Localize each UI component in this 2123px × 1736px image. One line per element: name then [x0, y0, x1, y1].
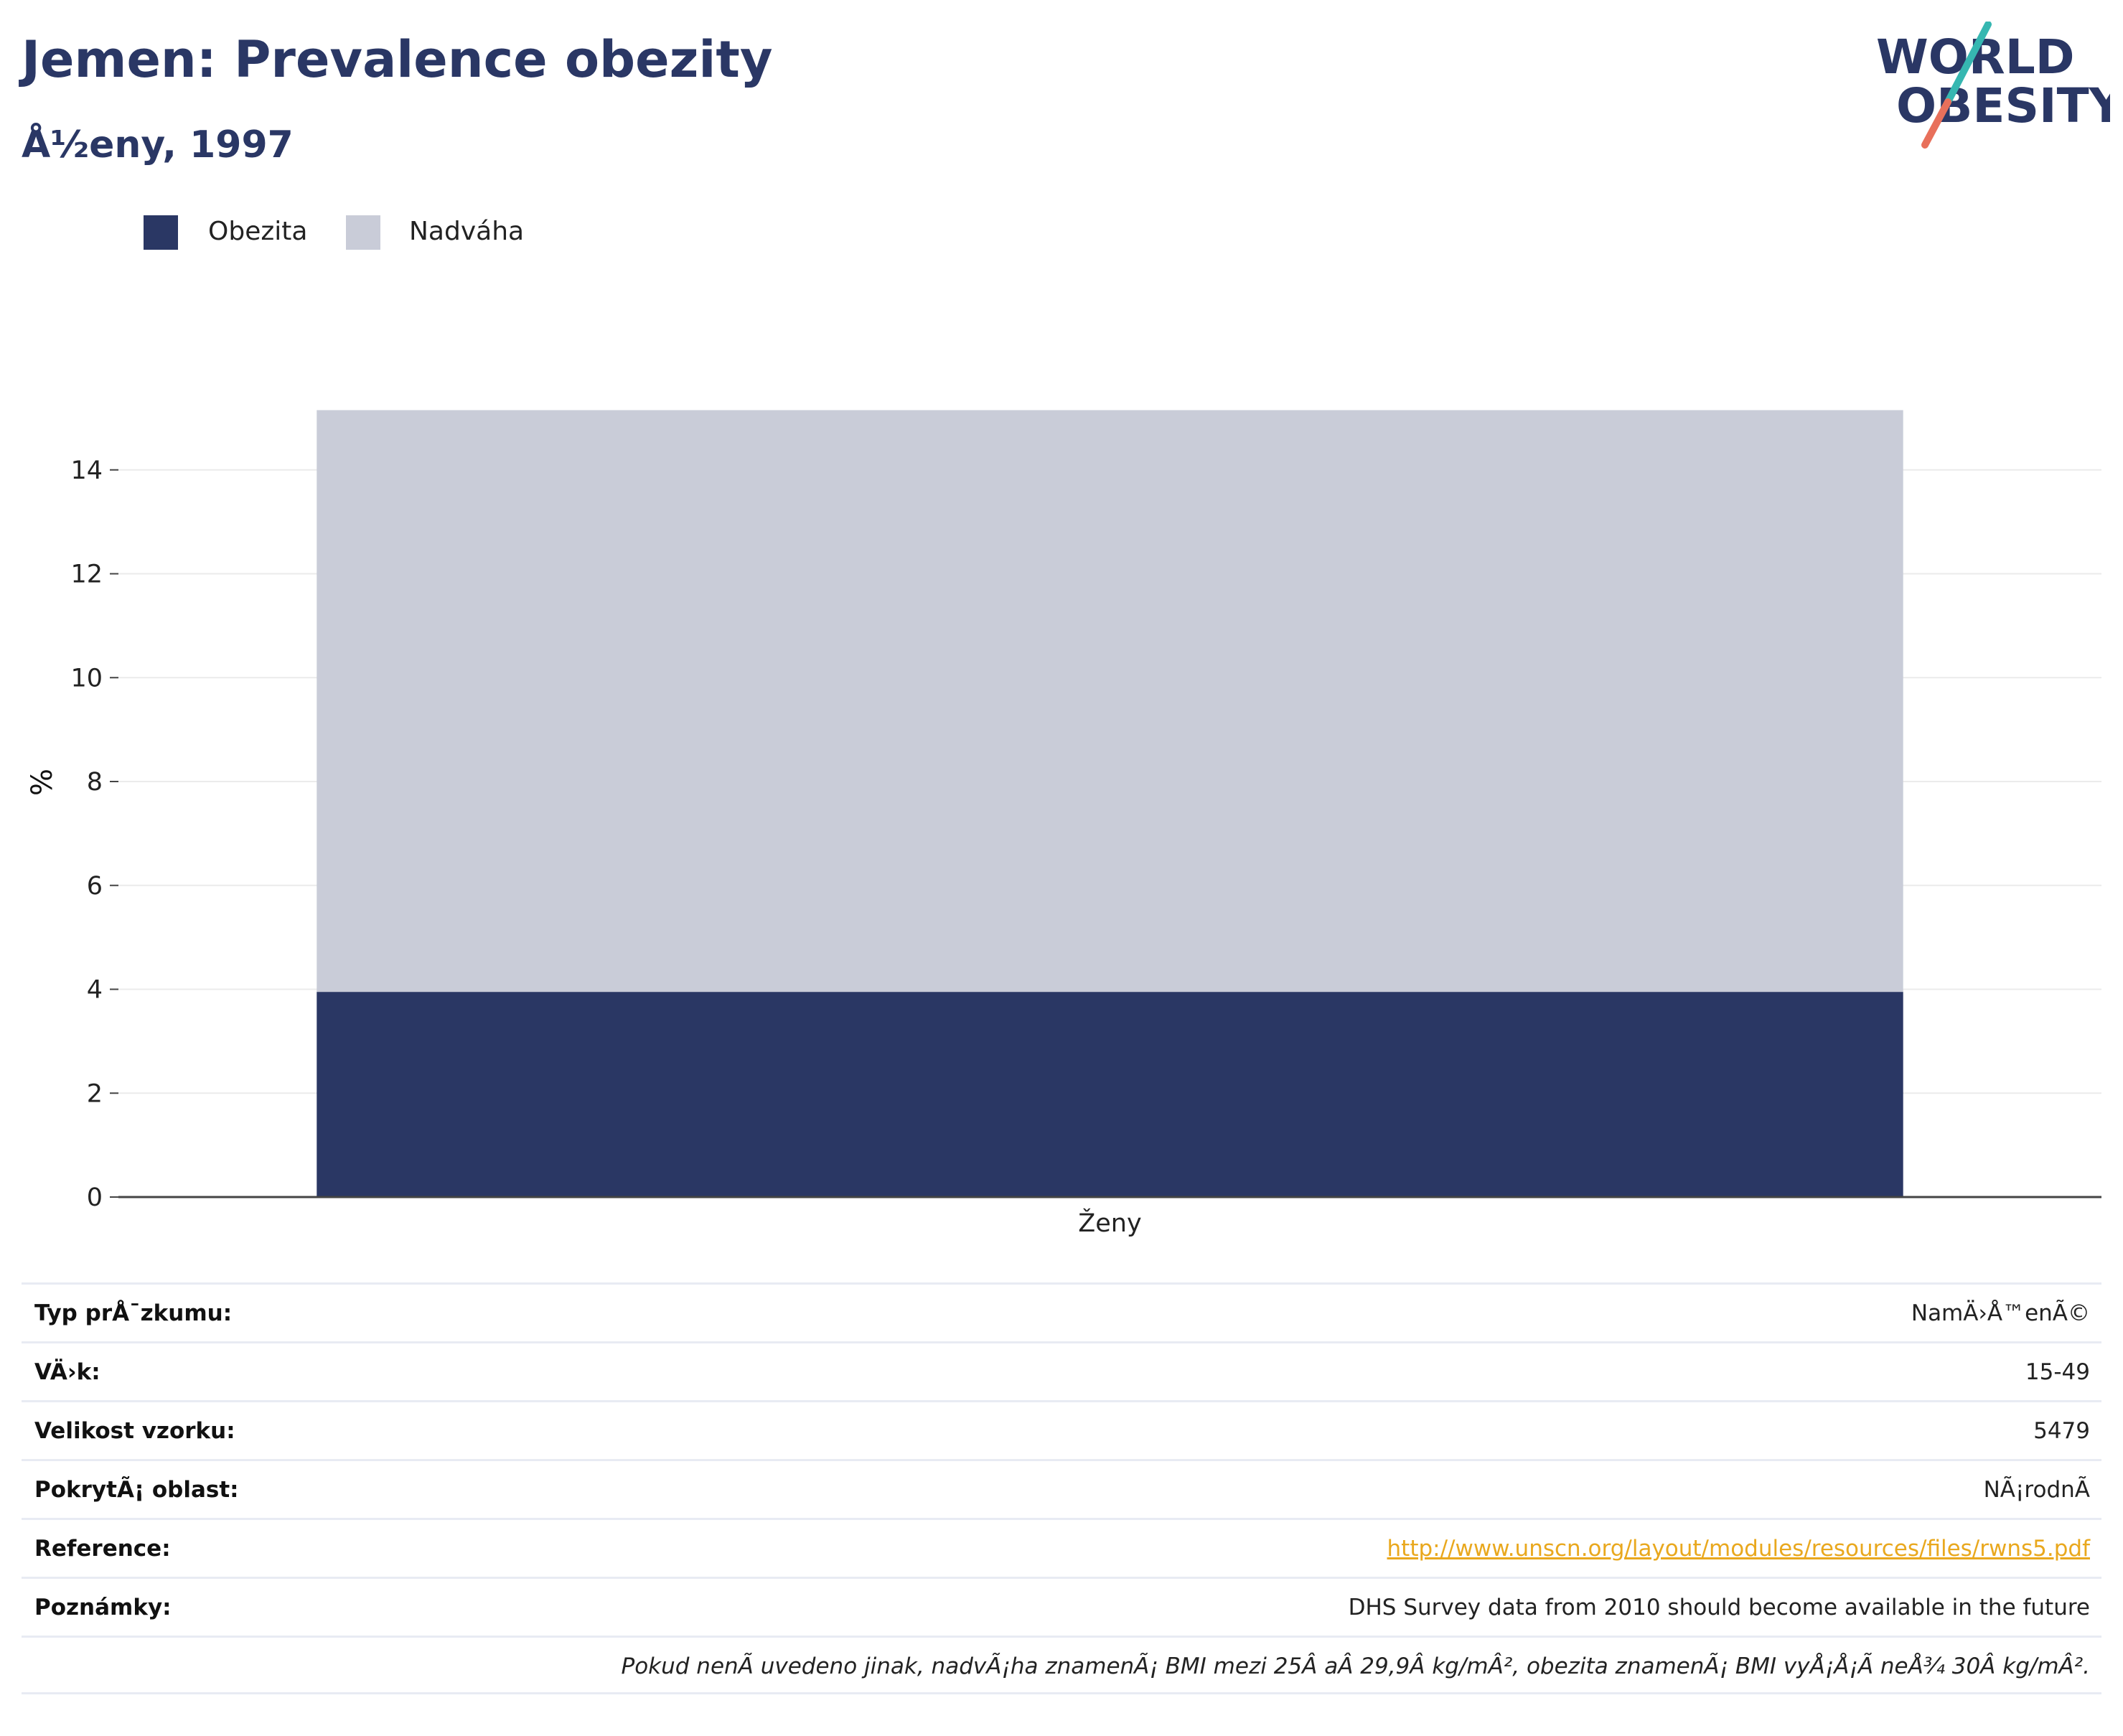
info-row-survey-type: Typ prÅ¯zkumu: NamÄ›Å™enÃ©: [22, 1282, 2101, 1341]
info-key: VÄ›k:: [34, 1359, 100, 1385]
legend-label-obezita: Obezita: [208, 217, 308, 246]
info-key: Poznámky:: [34, 1595, 172, 1620]
y-axis-title: %: [26, 769, 59, 796]
info-row-reference: Reference: http://www.unscn.org/layout/m…: [22, 1518, 2101, 1577]
info-value: 5479: [2033, 1418, 2090, 1444]
y-tick-label: 2: [87, 1079, 103, 1108]
logo-text-obesity: OBESITY: [1896, 78, 2110, 133]
info-key: Velikost vzorku:: [34, 1418, 235, 1444]
logo-coral-stroke: [1921, 98, 1951, 149]
info-value: NÃ¡rodnÃ: [1983, 1477, 2090, 1503]
y-tick-label: 4: [87, 976, 103, 1005]
bar-obezita[interactable]: [317, 992, 1903, 1197]
info-row-notes: Poznámky: DHS Survey data from 2010 shou…: [22, 1577, 2101, 1636]
info-row-area-covered: PokrytÃ¡ oblast: NÃ¡rodnÃ: [22, 1459, 2101, 1518]
logo-text-world: WORLD: [1876, 29, 2075, 85]
info-row-age: VÄ›k: 15-49: [22, 1341, 2101, 1400]
logo-teal-stroke: [1944, 22, 1992, 105]
info-value: NamÄ›Å™enÃ©: [1911, 1300, 2090, 1326]
footnote: Pokud nenÃ uvedeno jinak, nadvÃ¡ha zname…: [621, 1653, 2090, 1679]
legend-label-nadvaha: Nadváha: [409, 217, 525, 246]
info-row-footnote: Pokud nenÃ uvedeno jinak, nadvÃ¡ha zname…: [22, 1636, 2101, 1694]
y-tick-label: 10: [70, 664, 103, 693]
axes: 0 2 4 6 8 10 12 14 Ženy: [70, 456, 2101, 1238]
reference-link[interactable]: http://www.unscn.org/layout/modules/reso…: [1387, 1536, 2090, 1562]
x-tick-label: Ženy: [1078, 1208, 1141, 1238]
bar-chart: 0 2 4 6 8 10 12 14 Ženy %: [26, 410, 2101, 1238]
y-tick-label: 8: [87, 768, 103, 797]
legend-swatch-nadvaha: [346, 215, 380, 250]
info-key: Typ prÅ¯zkumu:: [34, 1300, 233, 1326]
legend-swatch-obezita: [144, 215, 178, 250]
bar-nadv-ha[interactable]: [317, 410, 1903, 993]
chart-title: Jemen: Prevalence obezity: [22, 30, 773, 89]
info-value: DHS Survey data from 2010 should become …: [1348, 1595, 2090, 1620]
info-key: Reference:: [34, 1536, 171, 1562]
info-value: 15-49: [2025, 1359, 2090, 1385]
y-tick-label: 0: [87, 1183, 103, 1212]
world-obesity-logo: WORLD OBESITY: [1876, 22, 2110, 149]
info-key: PokrytÃ¡ oblast:: [34, 1477, 239, 1503]
y-tick-label: 12: [70, 560, 103, 589]
y-tick-label: 14: [70, 456, 103, 485]
survey-info-table: Typ prÅ¯zkumu: NamÄ›Å™enÃ© VÄ›k: 15-49 V…: [22, 1282, 2101, 1694]
bars: [317, 410, 1903, 1197]
chart-subtitle: Å½eny, 1997: [22, 123, 294, 166]
y-tick-label: 6: [87, 872, 103, 901]
info-row-sample-size: Velikost vzorku: 5479: [22, 1400, 2101, 1459]
